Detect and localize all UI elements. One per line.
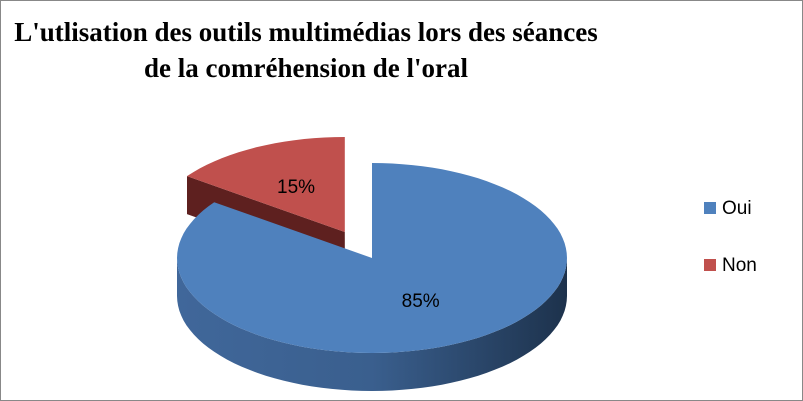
data-label: 85% <box>402 291 440 312</box>
slice-side <box>177 258 567 391</box>
slice <box>177 163 567 353</box>
slice <box>187 137 345 232</box>
chart-title: L'utlisation des outils multimédias lors… <box>14 17 598 83</box>
data-label: 15% <box>277 177 315 198</box>
legend-label: Non <box>722 255 757 276</box>
legend-swatch <box>704 259 716 271</box>
legend-label: Oui <box>722 198 752 219</box>
legend-swatch <box>704 202 716 214</box>
